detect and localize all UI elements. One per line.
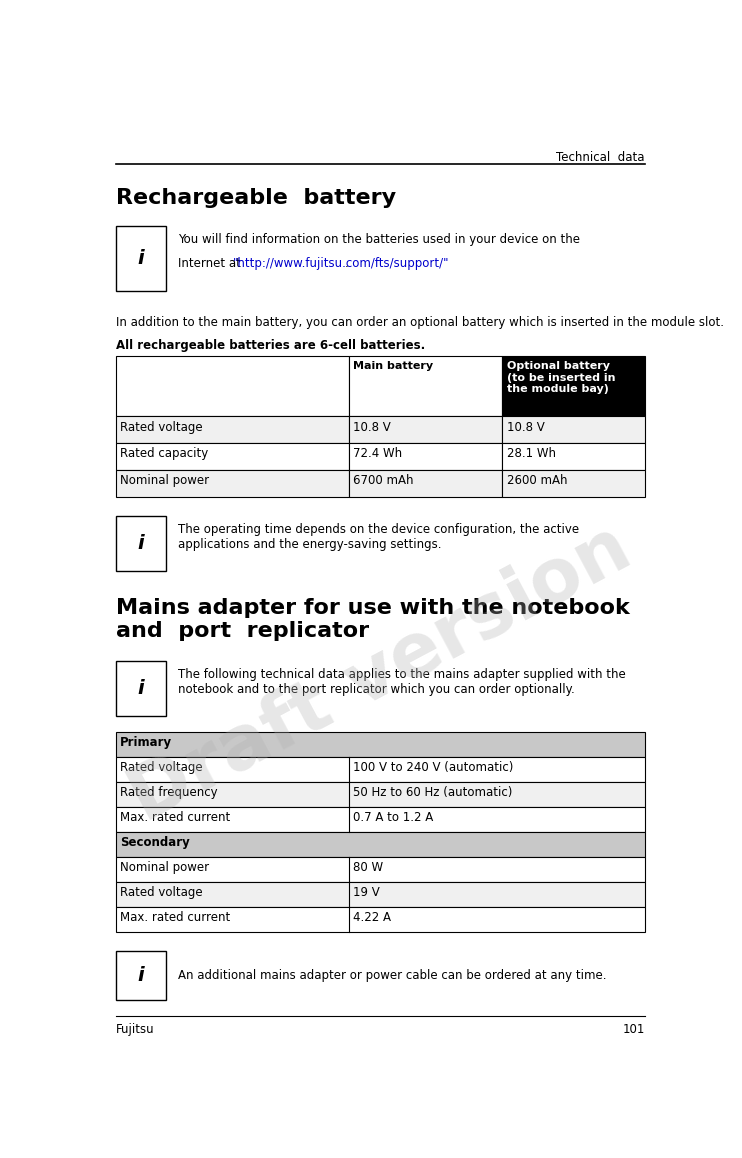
Text: Optional battery
(to be inserted in
the module bay): Optional battery (to be inserted in the … <box>507 361 615 394</box>
Text: 4.22 A: 4.22 A <box>353 911 391 924</box>
Text: Rated voltage: Rated voltage <box>120 420 203 434</box>
Text: 28.1 Wh: 28.1 Wh <box>507 447 556 461</box>
Text: Rated frequency: Rated frequency <box>120 786 218 799</box>
Text: 0.7 A to 1.2 A: 0.7 A to 1.2 A <box>353 812 433 824</box>
Text: Primary: Primary <box>120 736 172 749</box>
Text: Mains adapter for use with the notebook
and  port  replicator: Mains adapter for use with the notebook … <box>116 599 629 642</box>
Text: i: i <box>138 249 145 269</box>
Text: Technical  data: Technical data <box>556 151 645 163</box>
Bar <box>502 444 645 470</box>
Text: i: i <box>138 966 145 985</box>
Bar <box>116 951 166 1001</box>
Bar <box>116 757 645 782</box>
Text: In addition to the main battery, you can order an optional battery which is inse: In addition to the main battery, you can… <box>116 315 723 329</box>
Text: All rechargeable batteries are 6-cell batteries.: All rechargeable batteries are 6-cell ba… <box>116 338 425 352</box>
Bar <box>349 356 502 416</box>
Bar <box>116 857 645 881</box>
Bar <box>116 807 645 831</box>
Text: 10.8 V: 10.8 V <box>507 420 545 434</box>
Bar <box>116 444 349 470</box>
Bar <box>116 416 349 444</box>
Bar <box>116 831 645 857</box>
Text: .: . <box>344 257 349 270</box>
Bar <box>116 470 349 497</box>
Text: You will find information on the batteries used in your device on the: You will find information on the batteri… <box>178 234 580 247</box>
Text: Nominal power: Nominal power <box>120 862 209 874</box>
Bar <box>502 470 645 497</box>
Text: 50 Hz to 60 Hz (automatic): 50 Hz to 60 Hz (automatic) <box>353 786 513 799</box>
Text: Rated voltage: Rated voltage <box>120 886 203 899</box>
Text: Rated capacity: Rated capacity <box>120 447 209 461</box>
Bar <box>349 444 502 470</box>
Text: 6700 mAh: 6700 mAh <box>353 475 413 488</box>
Bar <box>116 356 349 416</box>
Text: An additional mains adapter or power cable can be ordered at any time.: An additional mains adapter or power cab… <box>178 969 606 982</box>
Text: 2600 mAh: 2600 mAh <box>507 475 567 488</box>
Bar <box>116 732 645 757</box>
Text: Max. rated current: Max. rated current <box>120 812 231 824</box>
Text: Nominal power: Nominal power <box>120 475 209 488</box>
Text: Secondary: Secondary <box>120 836 190 849</box>
Bar <box>116 782 645 807</box>
Text: 100 V to 240 V (automatic): 100 V to 240 V (automatic) <box>353 761 513 775</box>
Bar <box>349 416 502 444</box>
Bar <box>116 907 645 932</box>
Text: Internet at: Internet at <box>178 257 244 270</box>
Bar <box>116 660 166 716</box>
Text: 19 V: 19 V <box>353 886 380 899</box>
Text: Rechargeable  battery: Rechargeable battery <box>116 188 396 208</box>
Bar <box>116 516 166 571</box>
Text: i: i <box>138 679 145 698</box>
Text: Draft version: Draft version <box>117 511 643 837</box>
Text: Max. rated current: Max. rated current <box>120 911 231 924</box>
Text: Main battery: Main battery <box>353 361 433 371</box>
Bar <box>502 356 645 416</box>
Bar <box>116 881 645 907</box>
Text: 101: 101 <box>623 1023 645 1035</box>
Bar <box>349 470 502 497</box>
Text: "http://www.fujitsu.com/fts/support/": "http://www.fujitsu.com/fts/support/" <box>232 257 449 270</box>
Bar <box>502 416 645 444</box>
Text: i: i <box>138 534 145 554</box>
Bar <box>116 226 166 292</box>
Text: The following technical data applies to the mains adapter supplied with the
note: The following technical data applies to … <box>178 668 626 696</box>
Text: 80 W: 80 W <box>353 862 384 874</box>
Text: 72.4 Wh: 72.4 Wh <box>353 447 402 461</box>
Text: Fujitsu: Fujitsu <box>116 1023 154 1035</box>
Text: The operating time depends on the device configuration, the active
applications : The operating time depends on the device… <box>178 523 579 551</box>
Text: 10.8 V: 10.8 V <box>353 420 391 434</box>
Text: Rated voltage: Rated voltage <box>120 761 203 775</box>
